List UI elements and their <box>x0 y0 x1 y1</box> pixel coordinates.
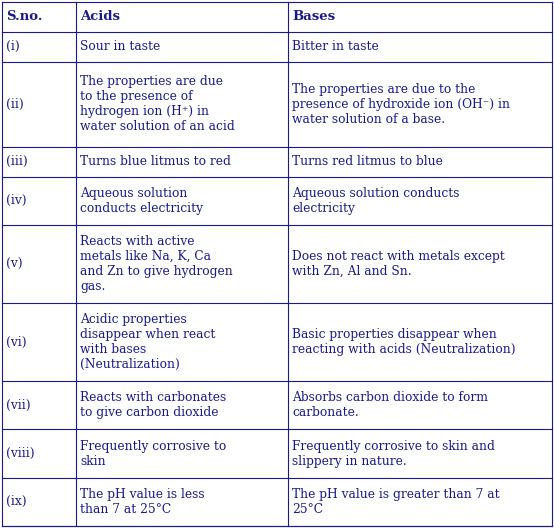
Text: Aqueous solution
conducts electricity: Aqueous solution conducts electricity <box>80 187 203 215</box>
Text: The properties are due to the
presence of hydroxide ion (OH⁻) in
water solution : The properties are due to the presence o… <box>292 83 510 126</box>
Bar <box>76 177 288 225</box>
Bar <box>2 429 76 478</box>
Bar <box>2 32 76 62</box>
Bar <box>2 478 76 526</box>
Bar <box>2 177 76 225</box>
Bar <box>288 225 552 303</box>
Bar <box>76 32 288 62</box>
Bar <box>288 177 552 225</box>
Text: (i): (i) <box>6 40 20 53</box>
Text: The properties are due
to the presence of
hydrogen ion (H⁺) in
water solution of: The properties are due to the presence o… <box>80 76 235 133</box>
Text: (viii): (viii) <box>6 447 34 460</box>
Bar <box>2 303 76 381</box>
Text: Sour in taste: Sour in taste <box>80 40 161 53</box>
Text: Turns red litmus to blue: Turns red litmus to blue <box>292 155 443 168</box>
Bar <box>2 2 76 32</box>
Text: (vii): (vii) <box>6 399 30 412</box>
Text: Reacts with active
metals like Na, K, Ca
and Zn to give hydrogen
gas.: Reacts with active metals like Na, K, Ca… <box>80 235 233 293</box>
Bar <box>288 2 552 32</box>
Text: (iii): (iii) <box>6 155 28 168</box>
Bar <box>288 429 552 478</box>
Bar <box>76 429 288 478</box>
Text: Turns blue litmus to red: Turns blue litmus to red <box>80 155 231 168</box>
Text: Frequently corrosive to skin and
slippery in nature.: Frequently corrosive to skin and slipper… <box>292 440 495 468</box>
Text: The pH value is less
than 7 at 25°C: The pH value is less than 7 at 25°C <box>80 488 205 516</box>
Bar <box>76 225 288 303</box>
Bar <box>288 147 552 177</box>
Bar <box>76 2 288 32</box>
Bar <box>2 381 76 429</box>
Text: Does not react with metals except
with Zn, Al and Sn.: Does not react with metals except with Z… <box>292 250 505 278</box>
Text: Acids: Acids <box>80 11 120 23</box>
Text: Bitter in taste: Bitter in taste <box>292 40 379 53</box>
Text: The pH value is greater than 7 at
25°C: The pH value is greater than 7 at 25°C <box>292 488 500 516</box>
Bar <box>76 381 288 429</box>
Text: Bases: Bases <box>292 11 335 23</box>
Text: (vi): (vi) <box>6 336 27 348</box>
Bar <box>76 147 288 177</box>
Text: Aqueous solution conducts
electricity: Aqueous solution conducts electricity <box>292 187 459 215</box>
Bar <box>288 62 552 147</box>
Bar <box>76 478 288 526</box>
Text: Basic properties disappear when
reacting with acids (Neutralization): Basic properties disappear when reacting… <box>292 328 516 356</box>
Bar <box>288 303 552 381</box>
Bar <box>76 62 288 147</box>
Text: (iv): (iv) <box>6 194 27 208</box>
Bar <box>288 32 552 62</box>
Bar <box>76 303 288 381</box>
Text: S.no.: S.no. <box>6 11 43 23</box>
Text: Absorbs carbon dioxide to form
carbonate.: Absorbs carbon dioxide to form carbonate… <box>292 391 488 419</box>
Text: (v): (v) <box>6 258 23 270</box>
Bar <box>2 62 76 147</box>
Text: (ii): (ii) <box>6 98 24 111</box>
Text: Acidic properties
disappear when react
with bases
(Neutralization): Acidic properties disappear when react w… <box>80 313 216 371</box>
Bar <box>288 381 552 429</box>
Bar <box>2 147 76 177</box>
Bar <box>288 478 552 526</box>
Text: Frequently corrosive to
skin: Frequently corrosive to skin <box>80 440 227 468</box>
Text: Reacts with carbonates
to give carbon dioxide: Reacts with carbonates to give carbon di… <box>80 391 227 419</box>
Text: (ix): (ix) <box>6 495 27 508</box>
Bar <box>2 225 76 303</box>
